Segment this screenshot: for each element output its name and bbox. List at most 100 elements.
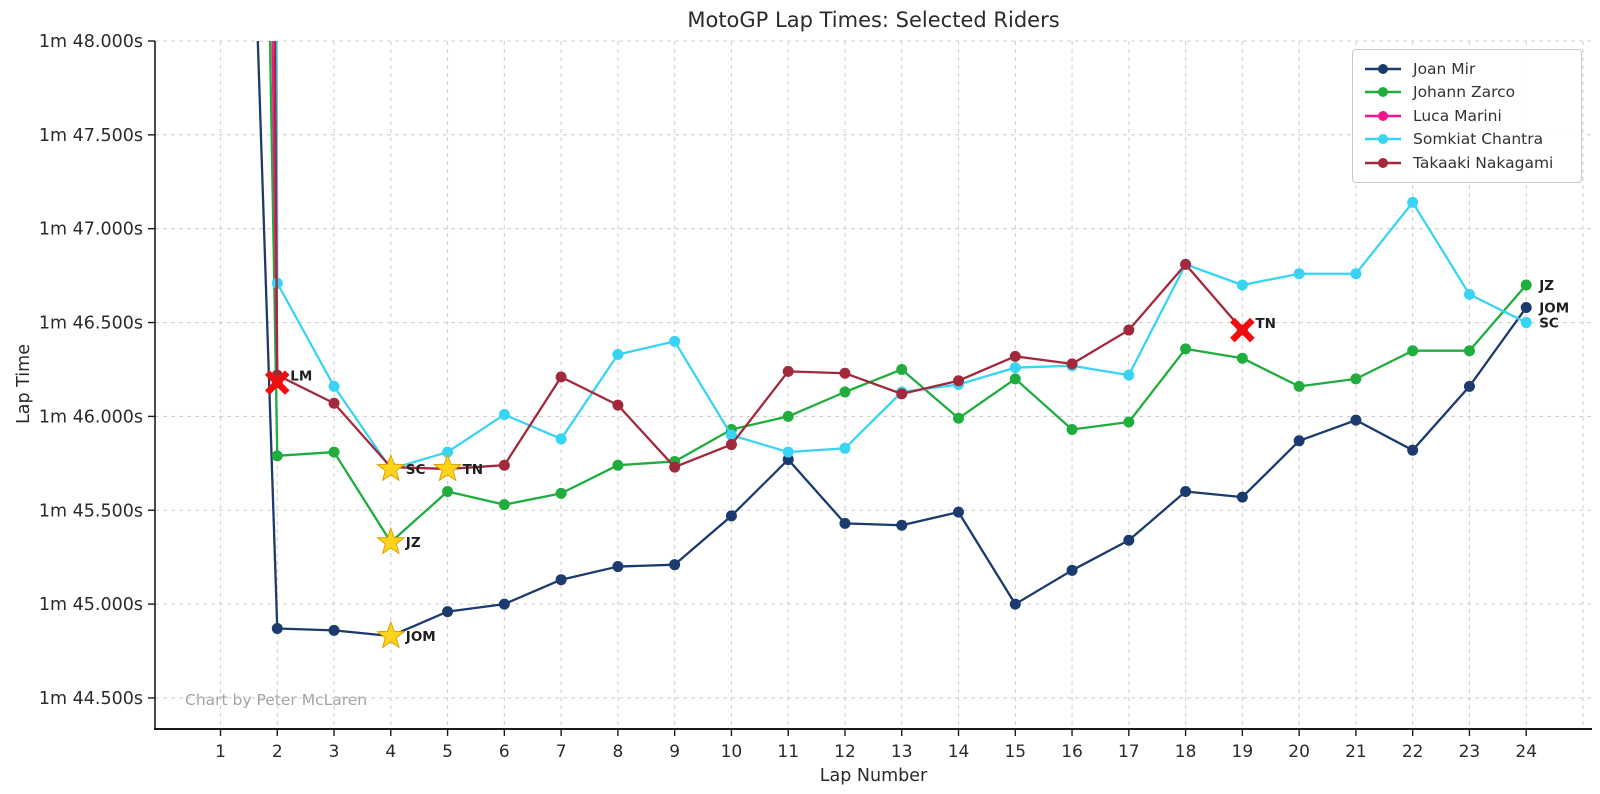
- y-tick-label: 1m 46.500s: [39, 314, 143, 334]
- x-stroke: [1230, 317, 1255, 343]
- data-point-jz: [1066, 424, 1078, 436]
- data-point-jom: [1180, 485, 1192, 497]
- data-point-jom: [271, 623, 283, 635]
- retirement-markers: LM TN: [264, 316, 1276, 395]
- data-point-jz: [1180, 343, 1192, 355]
- legend-item-jom: Joan Mir: [1363, 57, 1581, 81]
- data-point-tn: [725, 439, 737, 451]
- data-point-jom: [1407, 444, 1419, 456]
- x-axis-label: Lap Number: [819, 766, 928, 786]
- retirement-x-lm: [264, 370, 290, 395]
- data-point-tn: [612, 399, 624, 411]
- x-tick-label: 4: [385, 742, 396, 762]
- data-point-jom: [1520, 302, 1532, 314]
- data-point-jom: [1236, 491, 1248, 503]
- fastest-lap-markers: JOM JZ SC TN: [376, 453, 483, 649]
- data-point-tn: [896, 388, 908, 400]
- data-point-jz: [612, 459, 624, 471]
- data-point-tn: [328, 397, 340, 409]
- data-point-sc: [1520, 317, 1532, 329]
- x-tick-label: 3: [329, 742, 340, 762]
- x-tick-label: 6: [499, 742, 510, 762]
- data-point-jz: [498, 499, 510, 511]
- data-point-tn: [669, 461, 681, 473]
- x-tick-label: 21: [1345, 742, 1367, 762]
- data-point-jom: [1350, 414, 1362, 426]
- legend-label-jz: Johann Zarco: [1413, 83, 1516, 102]
- x-tick-label: 10: [721, 742, 743, 762]
- data-point-sc: [782, 446, 794, 458]
- y-tick-label: 1m 45.000s: [39, 595, 143, 615]
- data-point-jz: [1350, 373, 1362, 385]
- data-point-jz: [1407, 345, 1419, 357]
- data-point-sc: [1463, 288, 1475, 300]
- data-point-jom: [1123, 534, 1135, 546]
- x-tick-labels: 1 2 3 4 5 6 7 8 9 10 11 12 13 14 15 16 17 18 19 20 21 22 23 24: [215, 742, 1537, 762]
- data-point-jz: [1236, 352, 1248, 364]
- y-tick-label: 1m 47.000s: [39, 220, 143, 240]
- data-point-jom: [555, 574, 567, 586]
- y-tick-label: 1m 48.000s: [39, 32, 143, 52]
- data-point-sc: [612, 348, 624, 360]
- series-line-jz: [268, 41, 1528, 544]
- data-point-tn: [1009, 350, 1021, 362]
- x-tick-label: 2: [272, 742, 283, 762]
- data-point-jom: [1009, 598, 1021, 610]
- legend-marker-lm: [1365, 110, 1401, 121]
- data-point-jom: [725, 510, 737, 522]
- x-tick-label: 17: [1118, 742, 1140, 762]
- retirement-x-tn: [1230, 317, 1255, 343]
- fastest-lap-star-jz: [376, 526, 406, 555]
- data-point-jz: [839, 386, 851, 398]
- data-point-jom: [1066, 564, 1078, 576]
- x-tick-label: 20: [1288, 742, 1310, 762]
- x-tick-label: 18: [1175, 742, 1197, 762]
- y-tick-label: 1m 47.500s: [39, 126, 143, 146]
- data-point-jom: [669, 559, 681, 571]
- legend: Joan Mir Johann Zarco Luca Marini Somkiat C…: [1352, 49, 1582, 183]
- legend-item-lm: Luca Marini: [1363, 104, 1581, 128]
- data-point-tn: [839, 367, 851, 379]
- data-point-jz: [1463, 345, 1475, 357]
- legend-marker-jom: [1365, 63, 1401, 74]
- data-point-jz: [782, 410, 794, 422]
- data-point-jz: [1123, 416, 1135, 428]
- data-point-sc: [498, 409, 510, 421]
- data-point-tn: [1180, 258, 1192, 270]
- series-sc: [271, 41, 1532, 475]
- end-label-jom: JOM: [1538, 301, 1569, 317]
- x-tick-label: 23: [1459, 742, 1481, 762]
- data-point-sc: [1407, 196, 1419, 208]
- data-point-jom: [896, 519, 908, 531]
- tick-marks: [148, 40, 1527, 736]
- data-point-jom: [612, 561, 624, 573]
- fastest-lap-star-jom: [376, 620, 406, 649]
- x-tick-label: 22: [1402, 742, 1424, 762]
- x-tick-label: 19: [1232, 742, 1254, 762]
- x-tick-label: 1: [215, 742, 226, 762]
- legend-marker-sc: [1365, 134, 1401, 145]
- data-point-sc: [1293, 268, 1305, 280]
- data-point-sc: [328, 380, 340, 392]
- x-tick-label: 7: [556, 742, 567, 762]
- retirement-label-tn: TN: [1255, 316, 1276, 332]
- x-tick-label: 5: [442, 742, 453, 762]
- data-point-jz: [555, 487, 567, 499]
- data-point-jom: [1293, 435, 1305, 447]
- legend-item-tn: Takaaki Nakagami: [1363, 151, 1581, 175]
- x-tick-label: 15: [1004, 742, 1026, 762]
- axes-spines: [154, 41, 1592, 730]
- chart-title: MotoGP Lap Times: Selected Riders: [687, 8, 1060, 32]
- retirement-label-lm: LM: [290, 369, 312, 385]
- fastest-lap-star-tn: [432, 453, 463, 482]
- data-point-tn: [782, 365, 794, 377]
- chart-credit: Chart by Peter McLaren: [185, 691, 368, 709]
- x-tick-label: 8: [612, 742, 623, 762]
- data-point-tn: [555, 371, 567, 383]
- x-tick-label: 24: [1515, 742, 1537, 762]
- data-point-sc: [1350, 268, 1362, 280]
- x-tick-label: 12: [834, 742, 856, 762]
- y-tick-label: 1m 45.500s: [39, 501, 143, 521]
